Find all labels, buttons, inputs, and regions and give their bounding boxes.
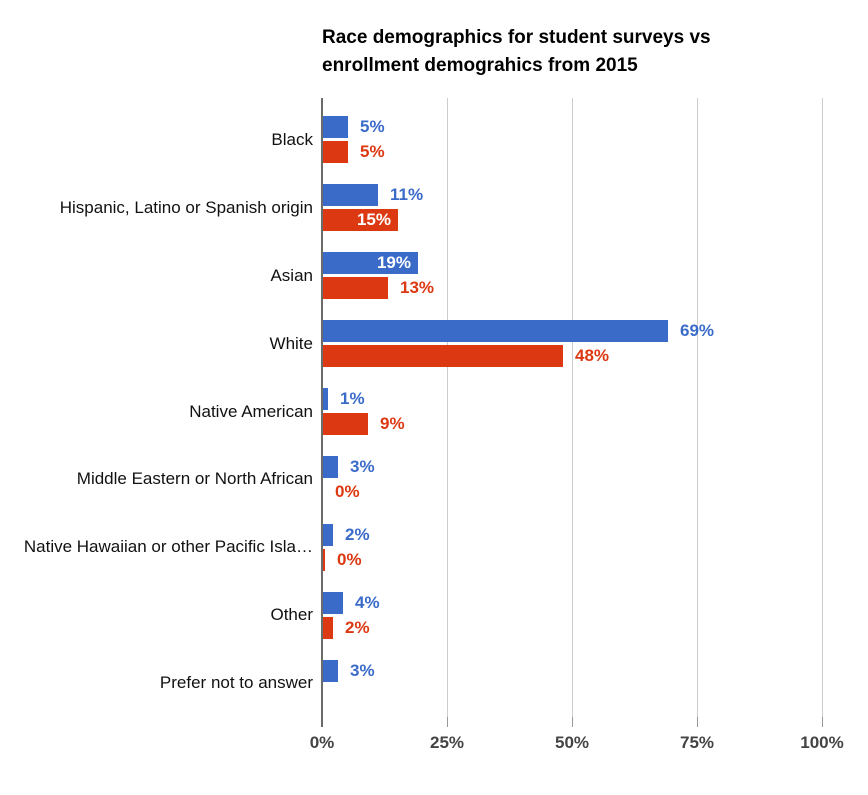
bar-blue[interactable] bbox=[323, 116, 348, 139]
value-label-blue: 5% bbox=[360, 117, 385, 137]
axis-tick bbox=[822, 717, 823, 727]
category-label: Prefer not to answer bbox=[159, 673, 313, 693]
axis-tick bbox=[447, 717, 448, 727]
value-label-blue: 69% bbox=[680, 321, 715, 341]
bar-blue[interactable] bbox=[323, 523, 333, 546]
value-label-blue: 3% bbox=[350, 456, 375, 476]
chart-title: Race demographics for student surveys vs… bbox=[322, 24, 711, 80]
bar-blue[interactable] bbox=[323, 184, 378, 207]
value-label-blue: 1% bbox=[340, 389, 365, 409]
bar-red[interactable] bbox=[323, 345, 563, 368]
value-label-red: 0% bbox=[335, 481, 360, 501]
category-label: Native Hawaiian or other Pacific Isla… bbox=[23, 537, 313, 557]
value-label-blue: 3% bbox=[350, 660, 375, 680]
bar-red[interactable] bbox=[323, 209, 398, 232]
x-axis-tick-label: 50% bbox=[554, 733, 590, 752]
gridline bbox=[572, 98, 573, 717]
value-label-red: 5% bbox=[360, 142, 385, 162]
gridline bbox=[447, 98, 448, 717]
value-label-blue: 11% bbox=[390, 185, 424, 205]
category-label: Black bbox=[271, 129, 313, 149]
value-label-blue: 2% bbox=[345, 524, 370, 544]
bar-red[interactable] bbox=[323, 413, 368, 436]
category-label: White bbox=[269, 333, 313, 353]
bar-blue[interactable] bbox=[323, 591, 343, 614]
bar-red[interactable] bbox=[323, 141, 348, 164]
category-label: Asian bbox=[270, 265, 313, 285]
bar-red[interactable] bbox=[323, 277, 388, 300]
bar-blue[interactable] bbox=[323, 320, 668, 343]
bar-blue[interactable] bbox=[323, 388, 328, 411]
category-label: Middle Eastern or North African bbox=[76, 469, 313, 489]
value-label-blue: 4% bbox=[355, 592, 380, 612]
value-label-red: 2% bbox=[345, 617, 370, 637]
gridline bbox=[822, 98, 823, 717]
bar-blue[interactable] bbox=[323, 252, 418, 275]
chart-title-line-1: Race demographics for student surveys vs bbox=[322, 27, 711, 48]
bar-blue[interactable] bbox=[323, 659, 338, 682]
bar-blue[interactable] bbox=[323, 455, 338, 478]
bar-red[interactable] bbox=[323, 616, 333, 639]
value-label-red: 9% bbox=[380, 414, 405, 434]
category-label: Hispanic, Latino or Spanish origin bbox=[59, 197, 313, 217]
gridline bbox=[697, 98, 698, 717]
value-label-red: 0% bbox=[337, 549, 362, 569]
y-axis-line bbox=[321, 98, 323, 727]
chart-title-line-2: enrollment demograhics from 2015 bbox=[322, 55, 638, 76]
x-axis-tick-label: 75% bbox=[679, 733, 715, 752]
value-label-red: 13% bbox=[400, 278, 435, 298]
bar-red[interactable] bbox=[323, 548, 325, 571]
x-axis-tick-label: 25% bbox=[429, 733, 465, 752]
x-axis-tick-label: 100% bbox=[800, 733, 844, 752]
x-axis-tick-label: 0% bbox=[309, 733, 335, 752]
category-label: Native American bbox=[189, 401, 313, 421]
value-label-red: 48% bbox=[575, 346, 610, 366]
axis-tick bbox=[572, 717, 573, 727]
value-label-red: 15% bbox=[356, 210, 391, 230]
category-label: Other bbox=[270, 605, 313, 625]
value-label-blue: 19% bbox=[376, 253, 411, 273]
axis-tick bbox=[697, 717, 698, 727]
